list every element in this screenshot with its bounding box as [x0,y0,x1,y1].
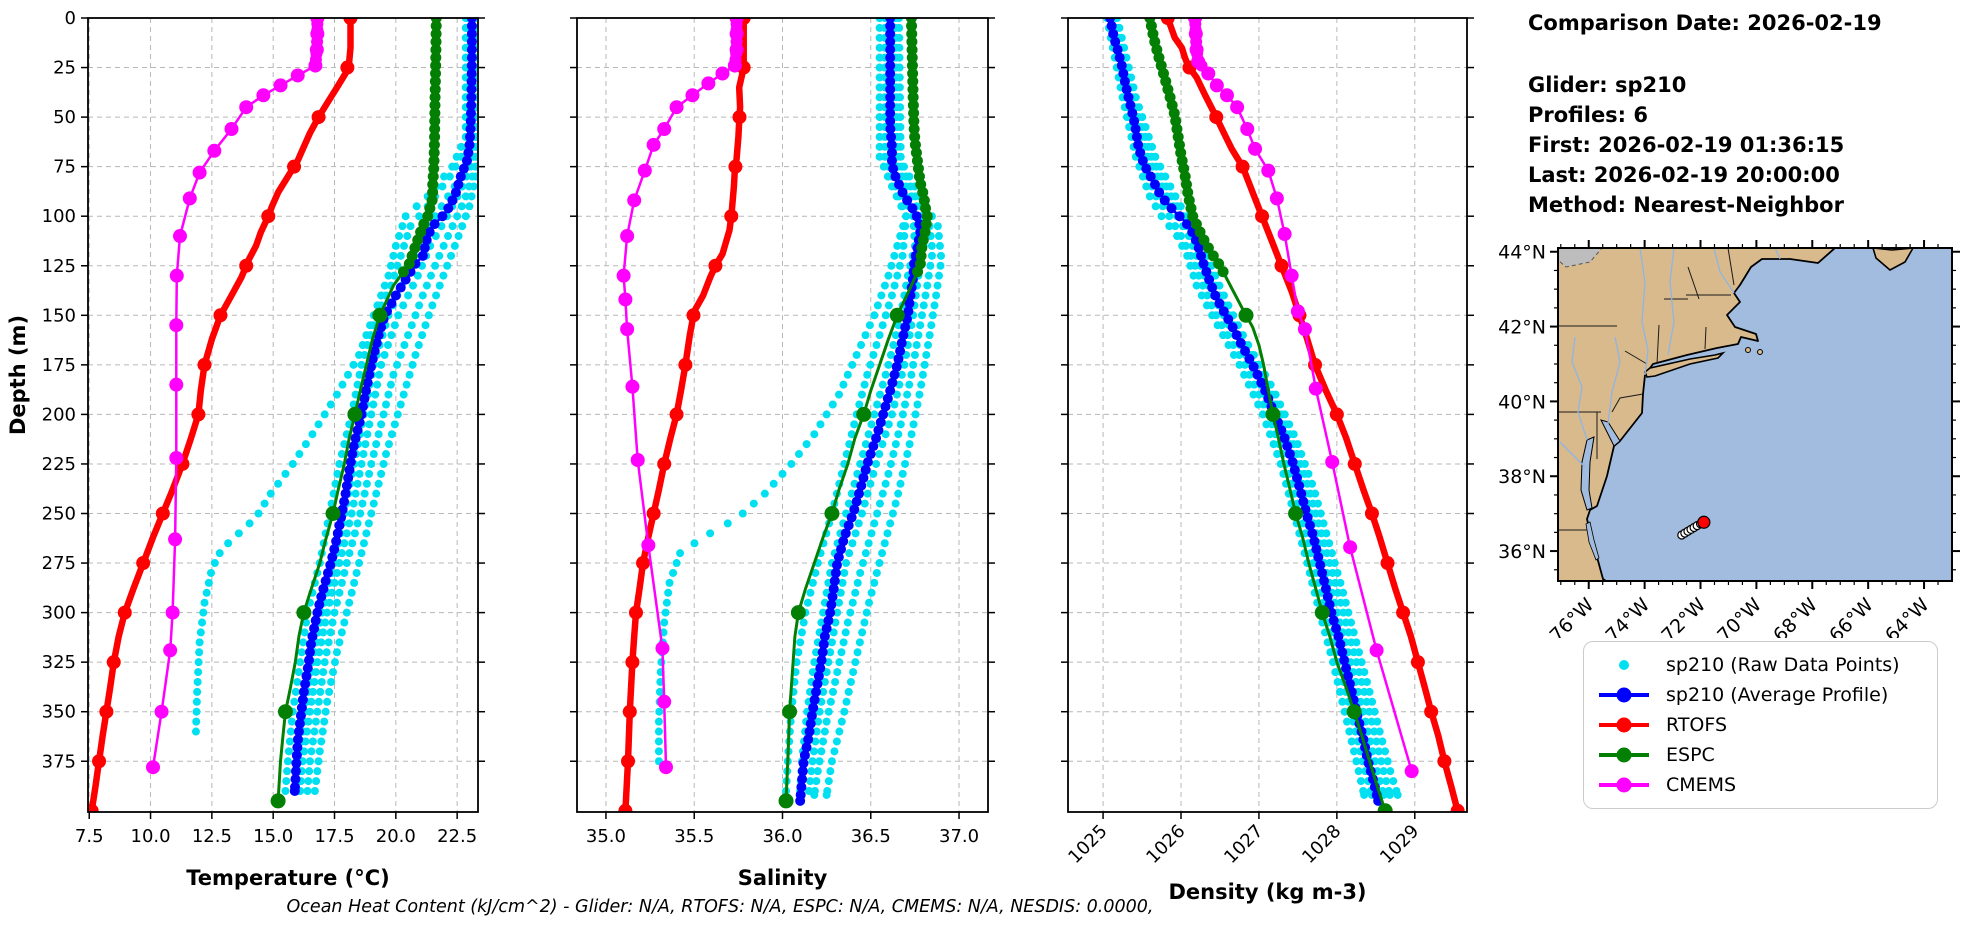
density-axis-label: Density (kg m-3) [1168,880,1367,904]
svg-text:200: 200 [42,404,76,425]
cmems-line-swatch [1599,777,1649,793]
legend-item-cmems: CMEMS [1596,770,1925,800]
svg-text:15.0: 15.0 [253,826,293,847]
lat-tick-label: 38°N [1498,466,1546,488]
comparison-date: Comparison Date: 2026-02-19 [1528,11,1882,35]
river [1571,336,1588,441]
svg-text:1029: 1029 [1376,821,1423,868]
svg-text:35.0: 35.0 [586,826,626,847]
legend: sp210 (Raw Data Points) sp210 (Average P… [1583,641,1938,809]
salinity-panel: 35.0 35.5 36.0 36.5 37.0 [570,17,995,847]
svg-text:25: 25 [53,58,76,79]
glider-id: Glider: sp210 [1528,73,1687,97]
svg-text:150: 150 [42,305,76,326]
svg-text:10.0: 10.0 [131,826,171,847]
temperature-axis-label: Temperature (°C) [186,866,390,890]
location-map: 44°N 42°N 40°N 38°N 36°N 76°W 74°W 72°W 70°W 68°W… [1498,240,1960,638]
svg-text:50: 50 [53,107,76,128]
lon-tick-label: 68°W [1769,594,1822,638]
svg-text:1026: 1026 [1142,821,1189,868]
svg-text:225: 225 [42,454,76,475]
rtofs-line-swatch [1599,717,1649,733]
svg-text:20.0: 20.0 [376,826,416,847]
state-border [1611,393,1644,413]
lon-tick-label: 74°W [1602,594,1655,638]
river [1713,248,1735,294]
raw-dot-swatch [1619,660,1629,670]
svg-text:325: 325 [42,652,76,673]
svg-text:300: 300 [42,603,76,624]
legend-item-raw: sp210 (Raw Data Points) [1596,650,1925,680]
state-border [1727,248,1735,286]
nova-scotia [1872,248,1914,271]
svg-text:375: 375 [42,751,76,772]
lat-tick-label: 36°N [1498,541,1546,563]
svg-text:1028: 1028 [1298,821,1345,868]
svg-text:0: 0 [65,8,76,29]
canada-area [1558,248,1603,268]
lat-tick-label: 44°N [1498,242,1546,264]
lat-tick-label: 40°N [1498,391,1546,413]
first-profile-time: First: 2026-02-19 01:36:15 [1528,133,1845,157]
ocean-heat-content-note: Ocean Heat Content (kJ/cm^2) - Glider: N… [286,897,1154,917]
svg-text:1027: 1027 [1220,821,1267,868]
lon-tick-label: 66°W [1825,594,1878,638]
salinity-axis-label: Salinity [737,866,828,890]
svg-text:36.5: 36.5 [851,826,891,847]
legend-item-rtofs: RTOFS [1596,710,1925,740]
last-profile-time: Last: 2026-02-19 20:00:00 [1528,163,1840,187]
glider-last-position [1697,515,1711,529]
lon-tick-label: 72°W [1657,594,1710,638]
svg-text:7.5: 7.5 [75,826,104,847]
lon-tick-label: 70°W [1713,594,1766,638]
legend-item-average: sp210 (Average Profile) [1596,680,1925,710]
state-border [1704,326,1707,350]
svg-text:Depth (m): Depth (m) [6,315,30,435]
svg-text:37.0: 37.0 [939,826,979,847]
svg-text:250: 250 [42,504,76,525]
interp-method: Method: Nearest-Neighbor [1528,193,1844,217]
svg-text:275: 275 [42,553,76,574]
info-header: Comparison Date: 2026-02-19 Glider: sp21… [1528,8,1968,220]
legend-item-espc: ESPC [1596,740,1925,770]
delaware-bay [1600,419,1621,447]
state-border [1656,324,1660,365]
density-panel: 1025 1026 1027 1028 1029 [1061,17,1474,868]
svg-text:35.5: 35.5 [674,826,714,847]
river [1559,441,1586,468]
river [1639,248,1649,376]
state-border [1624,350,1648,365]
long-island [1644,351,1726,378]
svg-text:36.0: 36.0 [762,826,802,847]
average-line-swatch [1599,687,1649,703]
svg-text:350: 350 [42,702,76,723]
svg-text:125: 125 [42,256,76,277]
espc-line-swatch [1599,747,1649,763]
state-border [1687,266,1700,300]
lat-tick-label: 42°N [1498,317,1546,339]
chesapeake-bay [1580,436,1595,511]
pamlico-sound [1585,521,1600,561]
profiles-count: Profiles: 6 [1528,103,1649,127]
river [1667,248,1675,356]
svg-text:17.5: 17.5 [314,826,354,847]
river [1607,336,1621,425]
svg-text:12.5: 12.5 [192,826,232,847]
svg-text:1025: 1025 [1064,821,1111,868]
svg-text:75: 75 [53,157,76,178]
lon-tick-label: 76°W [1546,594,1599,638]
svg-text:175: 175 [42,355,76,376]
lon-tick-label: 64°W [1881,594,1934,638]
svg-text:100: 100 [42,206,76,227]
temperature-panel: 7.5 10.0 12.5 15.0 17.5 20.0 22.5 0 25 50 75 100 125… [42,8,485,847]
river [1774,248,1781,260]
svg-text:22.5: 22.5 [437,826,477,847]
